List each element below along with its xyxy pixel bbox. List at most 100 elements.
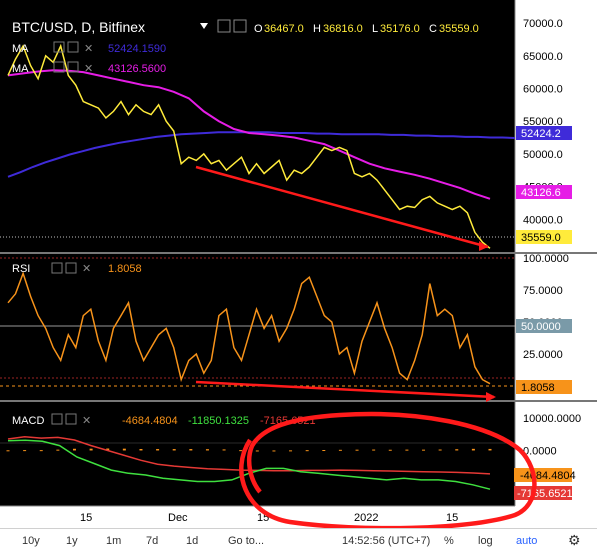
log-toggle[interactable]: log bbox=[478, 535, 493, 547]
macd-close-icon[interactable]: ✕ bbox=[82, 415, 91, 427]
chart-svg[interactable]: 15 Dec 15 2022 15 70000.065000.060000.05… bbox=[0, 0, 597, 531]
rsi-mid-tag-text: 50.0000 bbox=[521, 321, 561, 333]
ohlc-h-value: 36816.0 bbox=[323, 23, 363, 35]
macd-legend-label[interactable]: MACD bbox=[12, 415, 44, 427]
ma1-line bbox=[7, 131, 516, 178]
range-10y[interactable]: 10y bbox=[22, 535, 40, 547]
ma2-settings-icon[interactable] bbox=[53, 61, 65, 73]
ma2-legend-label[interactable]: MA bbox=[12, 63, 29, 75]
ma1-price-tag-text: 52424.2 bbox=[521, 128, 561, 140]
annotation-layer bbox=[195, 165, 537, 531]
ohlc-o-value: 36467.0 bbox=[264, 23, 304, 35]
highlight-ellipse bbox=[239, 411, 537, 531]
rsi-mid-tag bbox=[516, 319, 572, 333]
x-tick-label: 2022 bbox=[354, 512, 378, 524]
macd-histogram-bar bbox=[72, 448, 76, 451]
price-axis-tick: 60000.0 bbox=[523, 83, 563, 95]
macd-histogram-bar bbox=[455, 449, 459, 451]
ohlc-c-value: 35559.0 bbox=[439, 23, 479, 35]
macd-histogram-bar bbox=[23, 450, 27, 452]
macd-histogram-bar bbox=[338, 449, 342, 451]
symbol-title[interactable]: BTC/USD, D, Bitfinex bbox=[12, 19, 145, 35]
gear-icon[interactable]: ⚙ bbox=[568, 532, 581, 548]
auto-toggle[interactable]: auto bbox=[516, 535, 538, 547]
percent-toggle[interactable]: % bbox=[444, 535, 454, 547]
ma2-line bbox=[7, 69, 491, 200]
trendline-arrow-rsi bbox=[195, 380, 495, 399]
arrowhead-rsi bbox=[486, 392, 496, 402]
ohlc-o-label: O bbox=[254, 23, 263, 35]
price-pane[interactable] bbox=[0, 0, 515, 252]
price-axis-tick: 40000.0 bbox=[523, 214, 563, 226]
macd-histogram-bar bbox=[422, 449, 426, 451]
range-1d[interactable]: 1d bbox=[186, 535, 199, 547]
ohlc-c-label: C bbox=[429, 23, 437, 35]
macd-histogram-bar bbox=[89, 448, 93, 451]
bottom-toolbar: 10y 1y 1m 7d 1d Go to... 14:52:56 (UTC+7… bbox=[0, 528, 597, 560]
ma1-close-icon[interactable]: ✕ bbox=[84, 43, 93, 55]
macd-histogram-bar bbox=[172, 449, 176, 451]
ma2-visibility-icon[interactable] bbox=[67, 61, 79, 73]
ma2-close-icon[interactable]: ✕ bbox=[84, 63, 93, 75]
macd-histogram-bar bbox=[289, 450, 293, 452]
ma1-legend-value: 52424.1590 bbox=[108, 43, 166, 55]
price-axis-tick: 70000.0 bbox=[523, 18, 563, 30]
macd-histogram-bar bbox=[255, 450, 259, 452]
rsi-pane[interactable] bbox=[0, 254, 515, 400]
rsi-settings-icon[interactable] bbox=[51, 262, 63, 274]
ma1-price-tag bbox=[516, 126, 572, 140]
x-tick-label: 15 bbox=[446, 512, 458, 524]
macd-histogram-bar bbox=[405, 449, 409, 451]
price-axis-tick: 50000.0 bbox=[523, 149, 563, 161]
rsi-visibility-icon[interactable] bbox=[65, 262, 77, 274]
macd-histogram-bar bbox=[322, 450, 326, 452]
goto-button[interactable]: Go to... bbox=[228, 535, 265, 547]
rsi-axis-tick: 100.0000 bbox=[523, 253, 569, 265]
rsi-axis-tick: 75.0000 bbox=[523, 285, 563, 297]
ohlc-l-value: 35176.0 bbox=[380, 23, 420, 35]
visibility-icon[interactable] bbox=[233, 19, 247, 33]
rsi-line bbox=[7, 271, 491, 385]
ma1-visibility-icon[interactable] bbox=[67, 41, 79, 53]
ma2-price-tag bbox=[516, 185, 572, 199]
macd-visibility-icon[interactable] bbox=[65, 413, 77, 425]
macd-axis-tick: 0.0000 bbox=[523, 445, 557, 457]
settings-icon[interactable] bbox=[217, 19, 231, 33]
macd-histogram-bar bbox=[6, 450, 10, 452]
macd-histogram-bar bbox=[239, 450, 243, 452]
macd-tag-a bbox=[514, 468, 572, 482]
price-axis-tick: 65000.0 bbox=[523, 51, 563, 63]
rsi-close-icon[interactable]: ✕ bbox=[82, 263, 91, 275]
ohlc-l-label: L bbox=[372, 23, 378, 35]
macd-histogram-bar bbox=[471, 448, 475, 451]
price-axis-tick: 55000.0 bbox=[523, 116, 563, 128]
trendline-arrow-price bbox=[195, 165, 489, 249]
time-axis[interactable] bbox=[0, 506, 597, 528]
macd-histogram-bar bbox=[222, 449, 226, 451]
macd-tag-a-text: -4684.4804 bbox=[520, 470, 576, 482]
macd-legend-value-1: -4684.4804 bbox=[122, 415, 178, 427]
range-7d[interactable]: 7d bbox=[146, 535, 159, 547]
rsi-current-tag-text: 1.8058 bbox=[521, 382, 555, 394]
price-line bbox=[7, 43, 491, 249]
macd-histogram-bar bbox=[156, 449, 160, 451]
rsi-legend-value: 1.8058 bbox=[108, 263, 142, 275]
macd-histogram-bar bbox=[205, 449, 209, 451]
range-1y[interactable]: 1y bbox=[66, 535, 78, 547]
rsi-legend-label[interactable]: RSI bbox=[12, 263, 30, 275]
symbol-dropdown-icon[interactable] bbox=[200, 23, 208, 29]
macd-axis-tick: 10000.0000 bbox=[523, 413, 581, 425]
macd-settings-icon[interactable] bbox=[51, 413, 63, 425]
ma2-price-tag-text: 43126.6 bbox=[521, 187, 561, 199]
ma1-settings-icon[interactable] bbox=[53, 41, 65, 53]
range-1m[interactable]: 1m bbox=[106, 535, 122, 547]
macd-tag-b bbox=[514, 486, 572, 500]
macd-histogram-bar bbox=[56, 449, 60, 451]
macd-histogram-bar bbox=[122, 448, 126, 451]
macd-tag-b-text: -7165.6521 bbox=[517, 488, 573, 500]
macd-histogram-bar bbox=[355, 449, 359, 451]
ma2-legend-value: 43126.5600 bbox=[108, 63, 166, 75]
x-tick-label: 15 bbox=[80, 512, 92, 524]
ma1-legend-label[interactable]: MA bbox=[12, 43, 29, 55]
